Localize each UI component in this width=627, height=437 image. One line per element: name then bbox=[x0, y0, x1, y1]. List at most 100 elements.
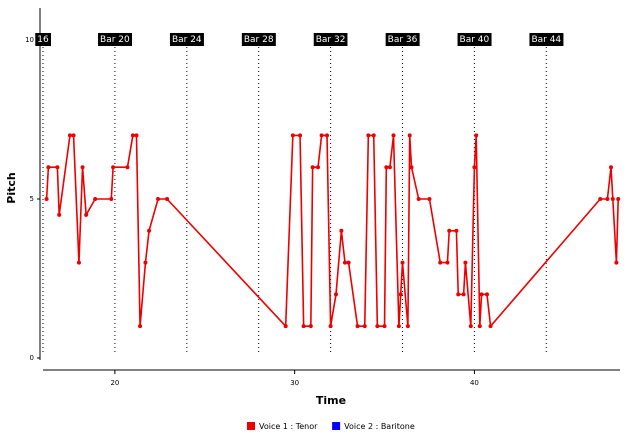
data-point bbox=[46, 165, 51, 170]
data-point bbox=[484, 292, 489, 297]
data-point bbox=[463, 260, 468, 265]
data-point bbox=[427, 196, 432, 201]
data-point bbox=[325, 133, 330, 138]
data-point bbox=[165, 196, 170, 201]
data-point bbox=[355, 324, 360, 329]
bar-marker-label: Bar 20 bbox=[100, 35, 130, 45]
data-point bbox=[156, 196, 161, 201]
data-point bbox=[310, 165, 315, 170]
legend-label: Voice 1 : Tenor bbox=[259, 422, 318, 431]
data-point bbox=[111, 165, 116, 170]
data-point bbox=[384, 165, 389, 170]
data-point bbox=[472, 165, 477, 170]
data-point bbox=[438, 260, 443, 265]
data-point bbox=[333, 292, 338, 297]
data-point bbox=[479, 292, 484, 297]
data-point bbox=[76, 260, 81, 265]
legend-label: Voice 2 : Baritone bbox=[344, 422, 415, 431]
data-point bbox=[130, 133, 135, 138]
data-point bbox=[598, 196, 603, 201]
bar-marker: Bar 24 bbox=[169, 33, 204, 46]
data-point bbox=[366, 133, 371, 138]
bar-marker-label: Bar 40 bbox=[460, 35, 490, 45]
bar-marker-box bbox=[241, 33, 276, 46]
y-tick-label: 10 bbox=[25, 36, 34, 44]
data-point bbox=[57, 212, 62, 217]
data-point bbox=[610, 196, 615, 201]
data-point bbox=[616, 196, 621, 201]
data-point bbox=[328, 324, 333, 329]
bar-marker: 16 bbox=[35, 33, 51, 46]
bar-marker: Bar 20 bbox=[98, 33, 133, 46]
legend-swatch bbox=[332, 422, 341, 430]
bar-marker: Bar 32 bbox=[313, 33, 348, 46]
data-point bbox=[488, 324, 493, 329]
data-point bbox=[405, 324, 410, 329]
bar-marker-box bbox=[385, 33, 420, 46]
bar-marker-label: 16 bbox=[37, 35, 49, 45]
y-axis-label: Pitch bbox=[5, 172, 18, 203]
bar-marker: Bar 40 bbox=[457, 33, 492, 46]
data-point bbox=[398, 292, 403, 297]
data-point bbox=[80, 165, 85, 170]
data-point bbox=[474, 133, 479, 138]
x-axis-label: Time bbox=[316, 394, 346, 407]
bar-marker-box bbox=[169, 33, 204, 46]
data-point bbox=[342, 260, 347, 265]
data-point bbox=[382, 324, 387, 329]
data-point bbox=[400, 260, 405, 265]
legend-swatch bbox=[247, 422, 255, 430]
data-point bbox=[605, 196, 610, 201]
data-point bbox=[84, 212, 89, 217]
data-point bbox=[609, 165, 614, 170]
data-point bbox=[290, 133, 295, 138]
data-point bbox=[416, 196, 421, 201]
data-point bbox=[371, 133, 376, 138]
data-point bbox=[138, 324, 143, 329]
x-tick-label: 20 bbox=[110, 379, 119, 387]
data-point bbox=[71, 133, 76, 138]
bar-marker-box bbox=[313, 33, 348, 46]
bar-marker-label: Bar 44 bbox=[531, 35, 561, 45]
data-point bbox=[454, 228, 459, 233]
bar-marker: Bar 28 bbox=[241, 33, 276, 46]
data-point bbox=[67, 133, 72, 138]
data-point bbox=[362, 324, 367, 329]
data-point bbox=[134, 133, 139, 138]
y-tick-label: 5 bbox=[30, 195, 34, 203]
data-point bbox=[147, 228, 152, 233]
data-point bbox=[301, 324, 306, 329]
data-point bbox=[125, 165, 130, 170]
bar-marker-label: Bar 36 bbox=[388, 35, 418, 45]
bar-marker-box bbox=[529, 33, 564, 46]
data-point bbox=[387, 165, 392, 170]
series-line bbox=[45, 134, 620, 329]
data-point bbox=[346, 260, 351, 265]
bar-marker-box bbox=[457, 33, 492, 46]
bar-marker-box bbox=[98, 33, 133, 46]
data-point bbox=[461, 292, 466, 297]
bar-marker: Bar 44 bbox=[529, 33, 564, 46]
data-point bbox=[319, 133, 324, 138]
bar-marker-label: Bar 24 bbox=[172, 35, 202, 45]
data-point bbox=[614, 260, 619, 265]
data-point bbox=[409, 165, 414, 170]
y-tick-label: 0 bbox=[30, 354, 34, 362]
data-point bbox=[283, 324, 288, 329]
data-point bbox=[44, 196, 49, 201]
data-point bbox=[316, 165, 321, 170]
bar-marker: Bar 36 bbox=[385, 33, 420, 46]
bar-marker-label: Bar 32 bbox=[316, 35, 346, 45]
data-point bbox=[477, 324, 482, 329]
x-tick-label: 40 bbox=[470, 379, 479, 387]
data-point bbox=[445, 260, 450, 265]
data-point bbox=[93, 196, 98, 201]
data-point bbox=[375, 324, 380, 329]
data-point bbox=[468, 324, 473, 329]
data-point bbox=[298, 133, 303, 138]
data-point bbox=[339, 228, 344, 233]
data-point bbox=[391, 133, 396, 138]
data-point bbox=[396, 324, 401, 329]
data-point bbox=[143, 260, 148, 265]
data-point bbox=[109, 196, 114, 201]
